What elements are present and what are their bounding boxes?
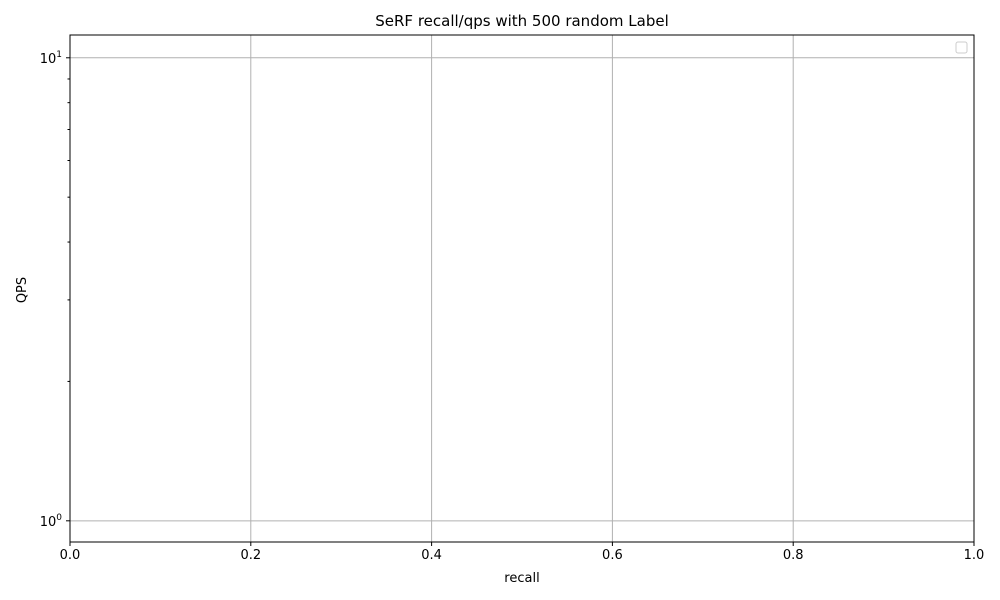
x-tick-label: 1.0: [964, 548, 985, 563]
x-axis: 0.0 0.2 0.4 0.6 0.8 1.0: [60, 542, 985, 563]
plot-area-frame: [69, 34, 975, 543]
y-axis: 100 101: [40, 50, 70, 530]
chart-title: SeRF recall/qps with 500 random Label: [375, 12, 669, 30]
y-tick-label: 100: [40, 513, 63, 530]
x-tick-label: 0.2: [240, 548, 261, 563]
x-tick-label: 0.0: [60, 548, 81, 563]
x-tick-label: 0.8: [783, 548, 804, 563]
legend: [955, 41, 968, 54]
y-axis-label: QPS: [15, 277, 30, 303]
legend-box: [955, 41, 968, 54]
x-axis-label: recall: [504, 571, 539, 586]
x-tick-label: 0.6: [602, 548, 623, 563]
grid: [69, 35, 975, 542]
x-tick-label: 0.4: [421, 548, 442, 563]
y-tick-label: 101: [40, 50, 62, 67]
